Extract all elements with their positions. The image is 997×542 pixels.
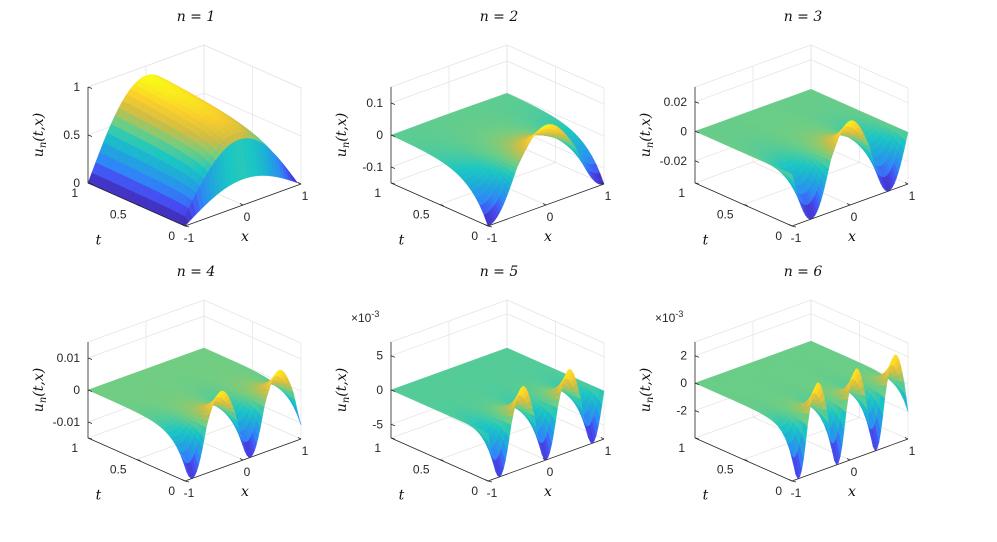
z-tick-label: -2 <box>676 404 687 418</box>
x-axis-label: x <box>544 229 552 245</box>
panel-title: n = 6 <box>784 264 823 280</box>
t-tick-label: 0.5 <box>717 208 734 222</box>
x-tick-label: 1 <box>909 189 916 203</box>
t-axis-label: t <box>96 233 102 249</box>
t-tick-label: 1 <box>678 441 685 455</box>
z-tick-label: 0.5 <box>63 128 80 142</box>
panel-5: -1 0 1 0 0.5 1 -5 0 5 ×10-3 x t un(t,x) n = 5 <box>334 264 612 504</box>
x-axis-label: x <box>241 229 249 245</box>
x-tick-label: 0 <box>547 465 554 479</box>
t-axis-label: t <box>399 233 405 249</box>
t-axis-label: t <box>703 233 709 249</box>
t-tick-label: 0 <box>471 229 478 243</box>
z-axis-label: un(t,x) <box>31 113 49 157</box>
box-edge <box>87 299 302 344</box>
z-tick-label: -0.02 <box>660 154 688 168</box>
x-tick-label: 0 <box>851 210 858 224</box>
x-tick-label: 1 <box>909 444 916 458</box>
z-tick-label: 0.1 <box>366 96 383 110</box>
panel-4: -1 0 1 0 0.5 1 -0.01 0 0.01 x t un(t,x) n = 4 <box>31 264 309 504</box>
t-tick-label: 0.5 <box>717 463 734 477</box>
x-axis-label: x <box>241 484 249 500</box>
x-tick-label: 0 <box>851 465 858 479</box>
t-tick-label: 1 <box>71 186 78 200</box>
t-tick-label: 0 <box>775 229 782 243</box>
panel-6: -1 0 1 0 0.5 1 -2 0 2 ×10-3 x t un(t,x) n = 6 <box>638 264 916 504</box>
t-tick-label: 0.5 <box>413 208 430 222</box>
x-tick-label: -1 <box>791 231 802 245</box>
z-scale-exponent: ×10-3 <box>655 309 683 325</box>
z-tick-label: 0 <box>376 128 383 142</box>
z-axis-label: un(t,x) <box>638 368 656 412</box>
surface <box>87 74 302 227</box>
t-tick-label: 0 <box>168 229 175 243</box>
z-axis-label: un(t,x) <box>334 368 352 412</box>
x-axis-label: x <box>848 484 856 500</box>
x-tick-label: 0 <box>244 210 251 224</box>
box-edge <box>694 299 909 344</box>
z-tick-label: 0.01 <box>57 351 81 365</box>
z-axis-label: un(t,x) <box>31 368 49 412</box>
z-scale-exponent: ×10-3 <box>351 309 379 325</box>
z-tick-label: 0 <box>680 124 687 138</box>
panel-title: n = 4 <box>177 264 216 280</box>
panel-2: -1 0 1 0 0.5 1 -0.1 0 0.1 x t un(t,x) n = 2 <box>334 9 612 249</box>
x-tick-label: 1 <box>605 189 612 203</box>
z-tick-label: -0.1 <box>362 160 383 174</box>
t-tick-label: 0 <box>775 484 782 498</box>
z-tick-label: 0 <box>680 376 687 390</box>
t-tick-label: 1 <box>71 441 78 455</box>
z-tick-label: 1 <box>73 80 80 94</box>
t-axis-label: t <box>703 488 709 504</box>
surface <box>694 340 909 479</box>
x-tick-label: -1 <box>791 486 802 500</box>
x-tick-label: -1 <box>184 486 195 500</box>
z-tick-label: 0 <box>376 383 383 397</box>
z-tick-label: 2 <box>680 349 687 363</box>
z-axis-label: un(t,x) <box>334 113 352 157</box>
t-tick-label: 0.5 <box>110 208 127 222</box>
x-tick-label: 1 <box>302 444 309 458</box>
surface <box>87 347 302 479</box>
t-tick-label: 0 <box>168 484 175 498</box>
z-tick-label: -5 <box>372 417 383 431</box>
x-tick-label: -1 <box>184 231 195 245</box>
panel-title: n = 1 <box>177 9 216 25</box>
surface <box>390 93 605 227</box>
x-axis-label: x <box>544 484 552 500</box>
panel-3: -1 0 1 0 0.5 1 -0.02 0 0.02 x t un(t,x) n = 3 <box>638 9 916 249</box>
x-tick-label: -1 <box>487 231 498 245</box>
panel-title: n = 2 <box>480 9 519 25</box>
box-edge <box>390 44 605 89</box>
t-tick-label: 0 <box>471 484 478 498</box>
panel-title: n = 3 <box>784 9 823 25</box>
panel-title: n = 5 <box>480 264 519 280</box>
box-edge <box>390 299 605 344</box>
x-tick-label: 1 <box>605 444 612 458</box>
box-edge <box>87 44 302 89</box>
x-axis-label: x <box>848 229 856 245</box>
box-edge <box>694 44 909 89</box>
z-axis-label: un(t,x) <box>638 113 656 157</box>
t-tick-label: 0.5 <box>413 463 430 477</box>
z-tick-label: 0.02 <box>664 95 688 109</box>
surface <box>390 347 605 478</box>
z-tick-label: 5 <box>376 349 383 363</box>
z-tick-label: 0 <box>73 176 80 190</box>
x-tick-label: 0 <box>244 465 251 479</box>
t-tick-label: 1 <box>678 186 685 200</box>
x-tick-label: 0 <box>547 210 554 224</box>
z-tick-label: 0 <box>73 383 80 397</box>
t-axis-label: t <box>399 488 405 504</box>
t-tick-label: 1 <box>374 186 381 200</box>
surface <box>694 89 909 220</box>
x-tick-label: 1 <box>302 189 309 203</box>
t-tick-label: 0.5 <box>110 463 127 477</box>
x-tick-label: -1 <box>487 486 498 500</box>
t-tick-label: 1 <box>374 441 381 455</box>
t-axis-label: t <box>96 488 102 504</box>
z-tick-label: -0.01 <box>53 415 81 429</box>
